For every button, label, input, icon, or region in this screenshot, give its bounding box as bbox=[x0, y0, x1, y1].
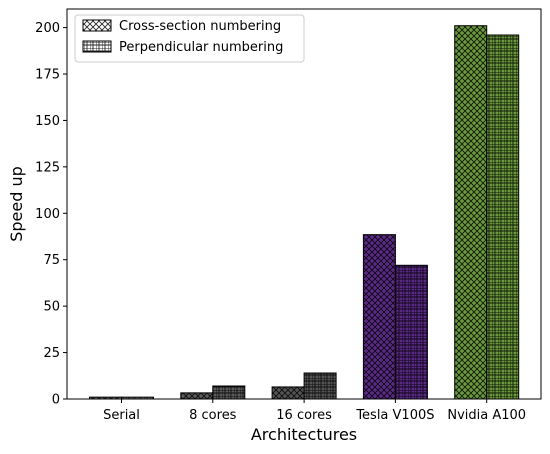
x-tick-label: Nvidia A100 bbox=[447, 408, 526, 423]
y-tick-label: 175 bbox=[35, 68, 60, 83]
y-tick-label: 25 bbox=[43, 346, 60, 361]
y-tick-label: 150 bbox=[35, 114, 60, 129]
bars-layer bbox=[89, 25, 520, 400]
bar-perpendicular-1 bbox=[212, 385, 246, 400]
x-tick-label: Serial bbox=[103, 408, 140, 423]
legend-box bbox=[74, 14, 305, 63]
bar-cross-section-3 bbox=[362, 234, 396, 400]
legend: Cross-section numbering Perpendicular num… bbox=[74, 14, 305, 63]
x-tick-label: Tesla V100S bbox=[355, 408, 434, 423]
bar-cross-section-1 bbox=[180, 392, 214, 400]
bar-cross-section-4 bbox=[454, 25, 488, 400]
bar-perpendicular-2 bbox=[303, 372, 337, 400]
legend-label-cross-section: Cross-section numbering bbox=[119, 19, 281, 34]
y-tick-label: 100 bbox=[35, 207, 60, 222]
y-axis: 0 25 50 75 100 125 150 175 200 bbox=[35, 21, 67, 408]
bar-perpendicular-3 bbox=[394, 264, 428, 400]
y-tick-label: 125 bbox=[35, 160, 60, 175]
y-tick-label: 0 bbox=[52, 393, 60, 408]
y-tick-label: 200 bbox=[35, 21, 60, 36]
y-axis-label: Speed up bbox=[7, 166, 26, 242]
bar-perpendicular-4 bbox=[486, 34, 520, 400]
x-axis-label: Architectures bbox=[251, 425, 357, 444]
legend-swatch-cross-section bbox=[82, 19, 112, 32]
legend-label-perpendicular: Perpendicular numbering bbox=[119, 40, 283, 55]
legend-swatch-perpendicular bbox=[82, 40, 112, 53]
x-tick-label: 16 cores bbox=[276, 408, 332, 423]
y-tick-label: 50 bbox=[43, 300, 60, 315]
x-axis: Serial 8 cores 16 cores Tesla V100S Nvidia A… bbox=[103, 399, 526, 423]
bar-cross-section-2 bbox=[271, 386, 305, 400]
y-tick-label: 75 bbox=[43, 253, 60, 268]
x-tick-label: 8 cores bbox=[189, 408, 237, 423]
